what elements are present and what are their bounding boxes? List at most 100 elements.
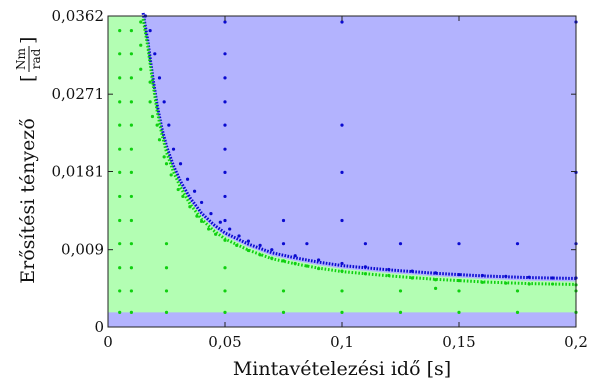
- unstable-point: [237, 234, 241, 238]
- stable-point: [118, 170, 122, 174]
- stable-point: [457, 310, 461, 314]
- stable-point: [164, 310, 169, 314]
- stable-point: [157, 138, 162, 142]
- unstable-point: [153, 52, 157, 56]
- unstable-point: [192, 189, 197, 193]
- unstable-point: [171, 147, 176, 151]
- stable-point: [129, 242, 133, 246]
- stable-point: [129, 310, 133, 314]
- unstable-point: [398, 242, 403, 246]
- stable-points: [118, 20, 578, 314]
- stable-point: [129, 266, 133, 270]
- stable-point: [118, 242, 122, 246]
- stable-point: [118, 310, 122, 314]
- unstable-point: [340, 170, 344, 174]
- unstable-point: [223, 170, 227, 174]
- stable-point: [340, 310, 344, 314]
- stable-point: [195, 214, 199, 218]
- unstable-point: [200, 200, 204, 205]
- stable-point: [118, 266, 122, 270]
- stable-point: [398, 289, 403, 293]
- stable-point: [457, 289, 461, 293]
- stable-point: [118, 123, 122, 127]
- y-tick-label: 0,0271: [52, 85, 105, 103]
- y-tick-label: 0,009: [61, 241, 104, 259]
- stable-point: [223, 289, 227, 293]
- unstable-point: [228, 227, 232, 231]
- stable-point: [155, 123, 159, 127]
- y-unit-numerator: Nm: [14, 47, 28, 70]
- stable-point: [200, 219, 204, 223]
- y-unit-bracket-close: ]: [17, 37, 39, 44]
- y-unit-bracket-open: [: [17, 75, 39, 82]
- stable-point: [118, 100, 122, 104]
- y-unit-denominator: rad: [29, 48, 43, 69]
- x-axis-title: Mintavételezési idő [s]: [233, 358, 451, 380]
- unstable-point: [457, 242, 461, 246]
- stable-point: [129, 289, 133, 293]
- unstable-point: [218, 220, 222, 224]
- stable-point: [176, 187, 180, 192]
- stable-point: [148, 80, 152, 84]
- stable-point: [129, 123, 133, 127]
- stable-point: [139, 43, 143, 47]
- x-axis: 0 0,05 0,1 0,15 0,2: [103, 16, 588, 351]
- unstable-point: [223, 20, 227, 24]
- boundary-unstable-dense: [141, 12, 577, 280]
- stable-point: [129, 29, 133, 33]
- stable-point: [164, 242, 169, 246]
- stable-point: [281, 289, 286, 293]
- unstable-point: [515, 242, 520, 246]
- stable-point: [340, 289, 344, 293]
- stable-point: [148, 100, 152, 104]
- stable-point: [223, 266, 227, 270]
- unstable-point: [162, 100, 166, 104]
- unstable-point: [157, 76, 162, 80]
- unstable-point: [258, 243, 262, 247]
- stable-point: [164, 289, 169, 293]
- unstable-point: [223, 100, 227, 104]
- stable-point: [139, 20, 143, 24]
- unstable-point: [223, 123, 227, 127]
- stable-point: [164, 266, 169, 270]
- stable-point: [118, 76, 122, 80]
- stable-point: [118, 289, 122, 293]
- stable-point: [129, 218, 133, 223]
- stable-point: [129, 194, 133, 199]
- stable-point: [129, 52, 133, 56]
- boundary-stable-dense: [141, 18, 577, 286]
- unstable-point: [340, 218, 344, 223]
- y-tick-label: 0,0362: [52, 7, 105, 25]
- unstable-point: [223, 76, 227, 80]
- stable-point: [181, 194, 185, 199]
- unstable-point: [209, 211, 213, 216]
- unstable-point: [167, 123, 171, 127]
- unstable-point: [270, 248, 274, 252]
- stable-point: [129, 76, 133, 80]
- unstable-point: [148, 29, 152, 33]
- x-tick-label: 0,1: [330, 333, 354, 351]
- stable-point: [398, 310, 403, 314]
- stable-point: [129, 100, 133, 104]
- unstable-point: [281, 242, 286, 246]
- stable-point: [169, 173, 173, 177]
- stable-point: [139, 67, 143, 71]
- unstable-point: [340, 20, 344, 24]
- unstable-point: [340, 123, 344, 127]
- x-tick-label: 0,15: [442, 333, 475, 351]
- stable-point: [281, 310, 286, 314]
- y-axis: 0 0,009 0,0181 0,0271 0,0362: [52, 7, 576, 336]
- stable-point: [223, 310, 227, 314]
- stable-point: [118, 194, 122, 199]
- stable-point: [164, 162, 169, 166]
- stable-point: [129, 170, 133, 174]
- unstable-point: [305, 242, 309, 246]
- plot-area: [107, 12, 578, 328]
- unstable-point: [185, 177, 190, 181]
- unstable-point: [223, 194, 227, 199]
- unstable-point: [363, 242, 367, 246]
- stable-point: [129, 147, 133, 151]
- stable-point: [118, 29, 122, 33]
- y-tick-label: 0: [94, 318, 104, 336]
